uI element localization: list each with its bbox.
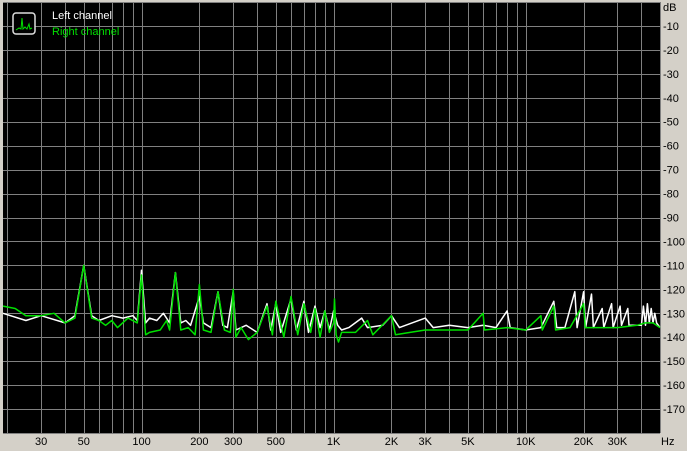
legend-left-channel: Left channel [52,10,112,22]
y-tick-label: -100 [663,236,685,248]
y-tick-label: -110 [663,260,684,272]
x-tick-label: 2K [385,436,399,448]
y-tick-label: -10 [663,21,679,33]
legend-spectrum-icon [12,12,36,35]
y-tick-label: -140 [663,332,685,344]
y-tick-label: -50 [663,117,679,129]
y-tick-label: -20 [663,45,679,57]
y-axis-ticks: -10 -20 -30 -40 -50 -60 -70 -80 -90 -100 -110 -120 -… [663,21,685,416]
x-tick-label: 200 [190,436,208,448]
y-tick-label: -80 [663,189,679,201]
legend: Left channel Right channel [12,10,119,38]
legend-right-channel: Right channel [52,26,119,38]
x-tick-label: 300 [224,436,242,448]
x-tick-label: 20K [574,436,594,448]
y-axis-label: dB [663,2,676,14]
y-tick-label: -70 [663,165,679,177]
x-tick-label: 500 [267,436,285,448]
y-tick-label: -150 [663,356,685,368]
series-layer [2,264,661,343]
y-tick-label: -170 [663,404,685,416]
y-tick-label: -130 [663,308,685,320]
x-tick-label: 1K [327,436,341,448]
x-tick-label: 50 [78,436,90,448]
y-tick-label: -40 [663,93,679,105]
x-tick-label: 30K [608,436,628,448]
x-tick-label: 100 [132,436,150,448]
x-tick-label: 30 [35,436,47,448]
plot-background [3,2,660,433]
y-tick-label: -30 [663,69,679,81]
x-axis-label: Hz [661,436,674,448]
x-tick-label: 3K [419,436,433,448]
x-tick-label: 5K [461,436,475,448]
series-right-channel-line [2,264,661,343]
y-tick-label: -120 [663,284,685,296]
x-axis-ticks: 30 50 100 200 300 500 1K 2K 3K 5K 10K 20K 30K [35,436,628,448]
y-tick-label: -160 [663,380,685,392]
x-tick-label: 10K [516,436,536,448]
y-tick-label: -90 [663,213,679,225]
y-tick-label: -60 [663,141,679,153]
